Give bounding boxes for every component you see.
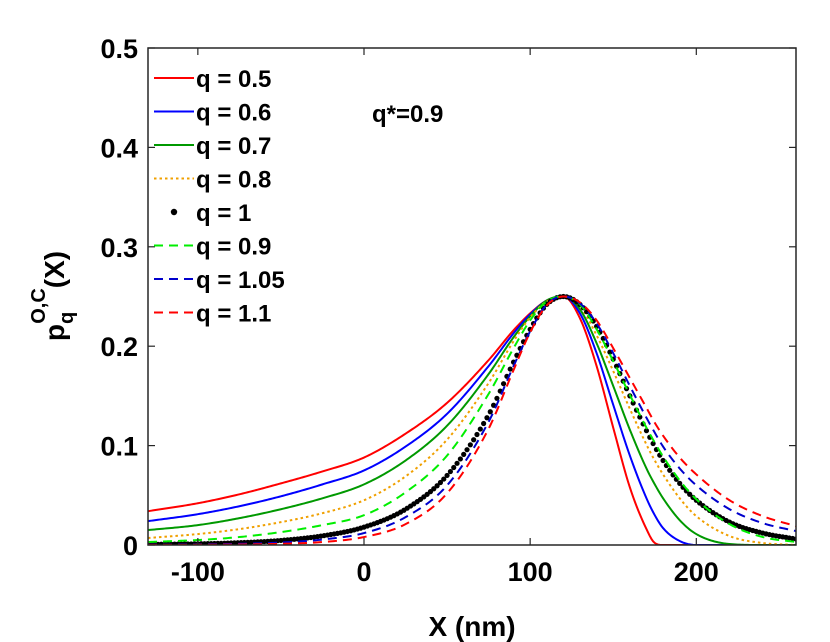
legend-swatch — [170, 208, 178, 216]
legend-label: q = 0.6 — [196, 100, 271, 127]
series-line-q-0-9 — [148, 295, 796, 544]
y-axis-label: pq O,C(X) — [28, 251, 78, 341]
y-tick-label: 0.5 — [100, 34, 138, 64]
x-axis-label: X (nm) — [428, 611, 515, 642]
series-line-q-0-7 — [148, 295, 796, 545]
data-point — [431, 486, 437, 492]
plot-frame — [147, 47, 797, 546]
legend-item: q = 0.5 — [154, 66, 271, 93]
y-tick-label: 0 — [123, 531, 138, 561]
data-point — [500, 381, 507, 387]
legend-label: q = 0.9 — [196, 234, 271, 261]
data-point — [613, 363, 620, 369]
data-point — [437, 479, 444, 486]
y-axis-label-base: p — [39, 324, 70, 341]
data-point — [451, 464, 457, 471]
legend-label: q = 0.5 — [196, 66, 271, 93]
data-point — [434, 483, 440, 489]
data-point — [447, 468, 453, 475]
x-tick-label: -100 — [171, 557, 225, 587]
legend: q = 0.5 q = 0.6 q = 0.7 q = 0.8 q = 1 q = 0.9… — [154, 66, 285, 328]
legend-item: q = 1.1 — [154, 301, 271, 328]
data-point — [471, 437, 477, 443]
legend-item: q = 0.8 — [154, 167, 271, 194]
data-point — [667, 467, 673, 473]
y-tick-label: 0.1 — [100, 432, 138, 462]
data-point — [677, 480, 683, 486]
x-tick-label: 200 — [674, 557, 719, 587]
series-line-q-0-6 — [148, 295, 796, 545]
legend-label: q = 0.7 — [196, 133, 271, 160]
svg-text:pqO,C(X): pq O,C(X) — [28, 251, 78, 341]
data-point — [660, 457, 666, 464]
legend-item: q = 1.05 — [154, 267, 285, 294]
data-point — [477, 426, 483, 432]
data-point — [441, 476, 447, 482]
legend-item: q = 0.7 — [154, 133, 271, 160]
legend-label: q = 0.8 — [196, 167, 271, 194]
data-point — [481, 420, 487, 427]
data-point — [637, 414, 643, 420]
legend-item: q = 0.6 — [154, 100, 271, 127]
series-line-q-0-5 — [148, 295, 796, 545]
data-point — [464, 447, 470, 453]
data-point — [630, 400, 636, 406]
y-axis-label-sub: q — [56, 312, 78, 324]
y-tick-label: 0.2 — [100, 332, 138, 362]
data-point — [474, 431, 480, 438]
data-point — [467, 442, 473, 448]
data-point — [457, 456, 463, 462]
data-point — [650, 440, 656, 447]
legend-label: q = 1.05 — [196, 267, 285, 294]
data-point — [461, 451, 467, 457]
legend-label: q = 1.1 — [196, 301, 271, 328]
y-axis-label-tail: (X) — [39, 251, 70, 288]
x-tick-label: 100 — [508, 557, 553, 587]
legend-item: q = 0.9 — [154, 234, 271, 261]
data-point — [487, 409, 493, 415]
data-point — [687, 491, 693, 497]
data-point — [484, 415, 490, 421]
series-layer — [148, 293, 796, 545]
data-point — [494, 395, 500, 401]
legend-item: q = 1 — [170, 200, 251, 227]
legend-label: q = 1 — [196, 200, 251, 227]
series-line-q-0-8 — [148, 295, 796, 545]
data-point — [454, 460, 460, 466]
data-point — [643, 428, 650, 434]
data-point — [507, 366, 513, 372]
data-point — [444, 472, 450, 479]
y-axis-label-sup: O,C — [28, 288, 50, 324]
annotation-qstar: q*=0.9 — [372, 101, 443, 128]
x-tick-label: 0 — [356, 557, 371, 587]
ticks-layer: -100 0 100 200 0 0.1 0.2 0.3 0.4 0.5 — [100, 34, 796, 587]
y-tick-label: 0.4 — [100, 133, 138, 163]
y-tick-label: 0.3 — [100, 233, 138, 263]
